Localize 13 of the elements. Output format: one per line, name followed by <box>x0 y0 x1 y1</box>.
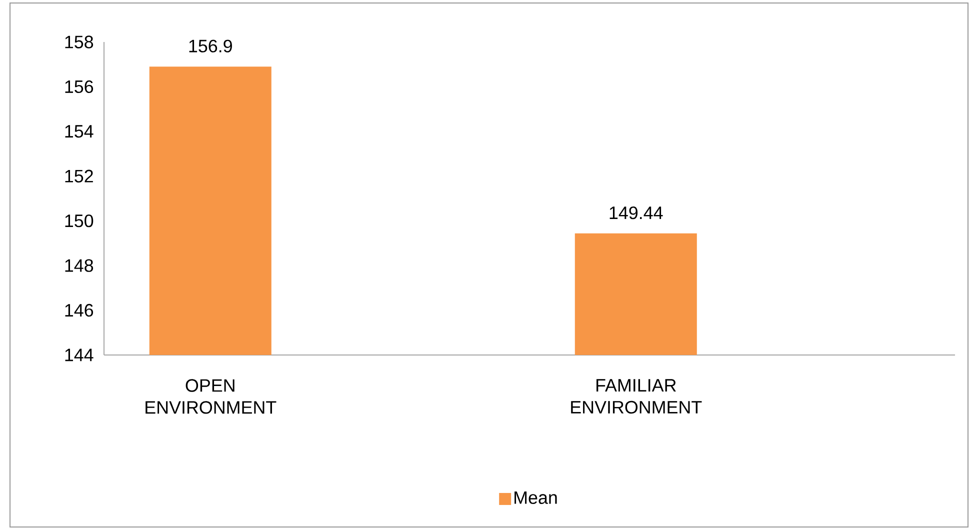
x-tick-label: FAMILIAR ENVIRONMENT <box>571 379 702 414</box>
y-tick-label: 144 <box>65 348 94 362</box>
x-tick-label: OPEN ENVIRONMENT <box>146 379 276 414</box>
y-tick-label: 156 <box>65 80 94 94</box>
legend-label: Mean <box>514 491 557 504</box>
y-tick-label: 148 <box>65 259 94 272</box>
data-label: 149.44 <box>610 206 663 220</box>
y-tick-label: 146 <box>65 304 94 317</box>
data-label: 156.9 <box>189 40 232 52</box>
y-tick-label: 158 <box>65 36 94 48</box>
y-tick-label: 150 <box>65 214 94 228</box>
y-tick-label: 154 <box>65 125 94 138</box>
y-tick-label: 152 <box>65 170 93 182</box>
